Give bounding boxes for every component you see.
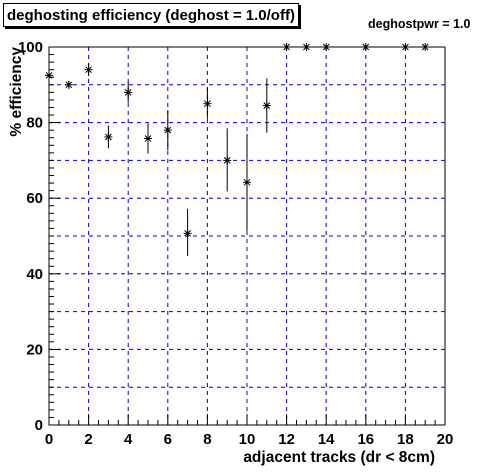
y-axis-title: % efficiency (8, 47, 25, 137)
marker-stroke (263, 102, 271, 109)
marker-stroke (65, 81, 73, 89)
x-axis-title: adjacent tracks (dr < 8cm) (243, 449, 435, 466)
y-tick-label: 60 (26, 190, 43, 207)
x-tick-label: 20 (437, 431, 454, 448)
data-point (124, 82, 133, 103)
data-point (262, 78, 271, 133)
y-tick-label: 20 (26, 341, 43, 358)
data-point (302, 43, 311, 51)
data-point (361, 43, 370, 51)
x-tick-label: 6 (164, 431, 172, 448)
marker-stroke (402, 43, 409, 51)
data-point (322, 43, 331, 51)
data-point (223, 128, 232, 192)
marker-stroke (45, 71, 53, 79)
marker-stroke (322, 43, 330, 51)
data-point (401, 43, 410, 51)
marker-stroke (144, 135, 152, 142)
x-tick-label: 0 (45, 431, 53, 448)
x-tick-label: 14 (318, 431, 335, 448)
grid-lines (49, 47, 445, 425)
x-tick-labels: 0 2 4 6 8 10 12 14 16 18 20 (45, 431, 454, 448)
x-tick-label: 18 (397, 431, 414, 448)
data-point (64, 80, 73, 89)
x-tick-label: 16 (357, 431, 374, 448)
axis-ticks (48, 46, 446, 426)
data-point (282, 43, 291, 51)
data-point (45, 71, 53, 80)
marker-stroke (362, 43, 370, 51)
data-point (104, 125, 113, 149)
data-point (163, 110, 172, 151)
y-tick-label: 40 (26, 266, 43, 283)
y-tick-label: 80 (26, 115, 43, 132)
marker-stroke (124, 89, 132, 96)
marker-stroke (421, 43, 429, 51)
y-tick-labels: 0 20 40 60 80 100 (18, 39, 43, 434)
y-tick-label: 0 (35, 417, 43, 434)
marker-stroke (283, 43, 290, 51)
x-tick-label: 8 (203, 431, 211, 448)
marker-stroke (105, 133, 112, 141)
marker-stroke (184, 230, 191, 237)
data-markers (45, 43, 430, 257)
data-point (183, 208, 192, 257)
x-tick-label: 12 (278, 431, 295, 448)
data-point (421, 43, 430, 51)
chart-annotation: deghostpwr = 1.0 (368, 17, 471, 31)
marker-stroke (164, 126, 172, 134)
data-point (203, 87, 212, 119)
y-tick-label: 100 (18, 39, 43, 56)
marker-stroke (243, 178, 251, 186)
x-tick-label: 2 (84, 431, 92, 448)
marker-stroke (303, 43, 310, 51)
data-point (144, 123, 152, 154)
chart-title: deghosting efficiency (deghost = 1.0/off… (3, 3, 299, 27)
x-tick-label: 4 (124, 431, 133, 448)
marker-stroke (85, 66, 92, 74)
data-point (243, 133, 251, 231)
data-point (84, 63, 93, 77)
marker-stroke (223, 157, 231, 164)
x-tick-label: 10 (239, 431, 256, 448)
marker-stroke (204, 100, 211, 108)
